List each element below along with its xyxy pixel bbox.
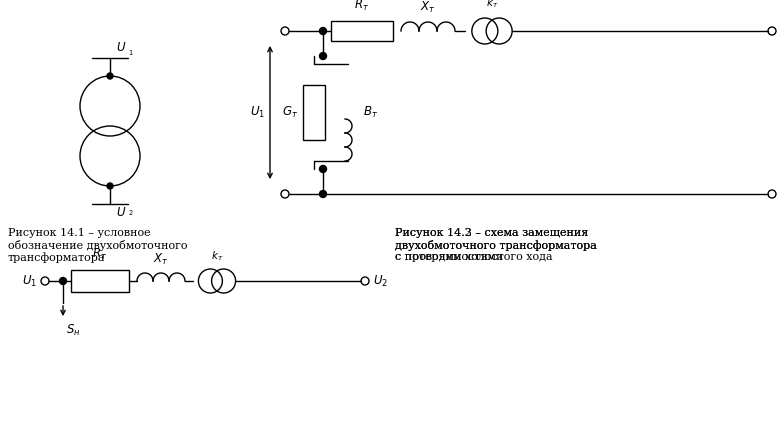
Text: Рисунок 14.1 – условное
обозначение двухобмоточного
трансформатора: Рисунок 14.1 – условное обозначение двух… (8, 228, 188, 263)
Circle shape (320, 165, 327, 173)
Text: Рисунок 14.3 – схема замещения
двухобмоточного трансформатора
с потерями холосто: Рисунок 14.3 – схема замещения двухобмот… (395, 228, 597, 262)
Text: $U_1$: $U_1$ (250, 105, 265, 120)
Text: $k_т$: $k_т$ (486, 0, 498, 10)
Text: $R_т$: $R_т$ (92, 247, 108, 262)
Circle shape (59, 277, 66, 285)
Bar (331, 21, 393, 41)
Text: $U_1$: $U_1$ (22, 273, 37, 289)
Text: $_2$: $_2$ (128, 208, 134, 218)
Text: $X_т$: $X_т$ (420, 0, 436, 15)
Bar (303, 85, 325, 140)
Text: $U$: $U$ (116, 206, 127, 219)
Text: $k_т$: $k_т$ (211, 249, 223, 263)
Text: Рисунок 14.2 – схема замещения
двухобмоточного трансформатора
с проводимостями: Рисунок 14.2 – схема замещения двухобмот… (395, 228, 597, 262)
Circle shape (320, 53, 327, 59)
Circle shape (320, 28, 327, 34)
Circle shape (107, 183, 113, 189)
Circle shape (107, 73, 113, 79)
Text: $S_н$: $S_н$ (66, 323, 81, 338)
Text: $X_т$: $X_т$ (153, 252, 169, 267)
Text: $U_2$: $U_2$ (373, 273, 388, 289)
Text: $B_т$: $B_т$ (363, 105, 378, 120)
Text: $_1$: $_1$ (128, 49, 134, 58)
Text: $G_т$: $G_т$ (282, 105, 298, 120)
Bar (71, 270, 129, 292)
Text: $R_т$: $R_т$ (354, 0, 370, 13)
Circle shape (320, 190, 327, 198)
Text: $U$: $U$ (116, 41, 127, 54)
